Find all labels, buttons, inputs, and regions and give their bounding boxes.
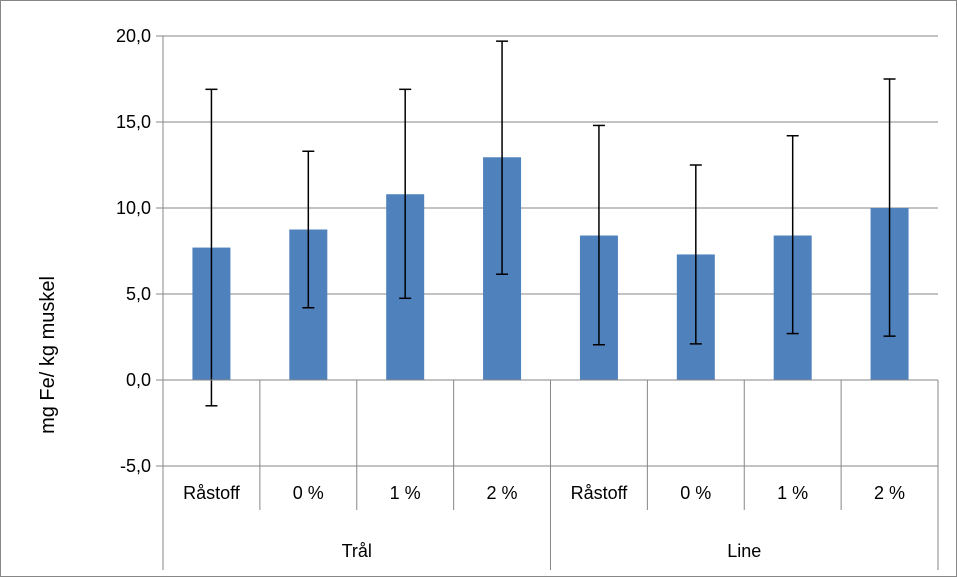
error-bar: [786, 135, 799, 335]
error-bars: [205, 40, 896, 407]
y-tick-label: 5,0: [126, 284, 151, 304]
error-bar: [302, 150, 315, 309]
category-label: Råstoff: [183, 483, 241, 503]
category-label: 1 %: [777, 483, 808, 503]
x-axis: Råstoff 0 % 1 % 2 % Råstoff 0 % 1 % 2 % Trål Line: [162, 379, 939, 570]
y-tick-label: -5,0: [120, 456, 151, 476]
category-label: 2 %: [487, 483, 518, 503]
error-bar: [689, 164, 702, 345]
y-tick-label: 20,0: [116, 26, 151, 46]
error-bar: [205, 88, 218, 407]
category-label: 2 %: [874, 483, 905, 503]
y-tick-label: 10,0: [116, 198, 151, 218]
error-bar: [592, 124, 605, 346]
group-label: Line: [727, 541, 761, 561]
group-label: Trål: [342, 541, 372, 561]
y-tick-label: 15,0: [116, 112, 151, 132]
y-axis-tick-labels: -5,0 0,0 5,0 10,0 15,0 20,0: [116, 26, 151, 476]
category-label: 0 %: [680, 483, 711, 503]
error-bar: [399, 88, 412, 300]
category-label: 1 %: [390, 483, 421, 503]
error-bar: [883, 78, 896, 337]
y-axis-title: mg Fe/ kg muskel: [37, 276, 59, 434]
category-label: 0 %: [293, 483, 324, 503]
y-tick-label: 0,0: [126, 370, 151, 390]
category-label: Råstoff: [571, 483, 629, 503]
error-bar: [496, 40, 509, 275]
